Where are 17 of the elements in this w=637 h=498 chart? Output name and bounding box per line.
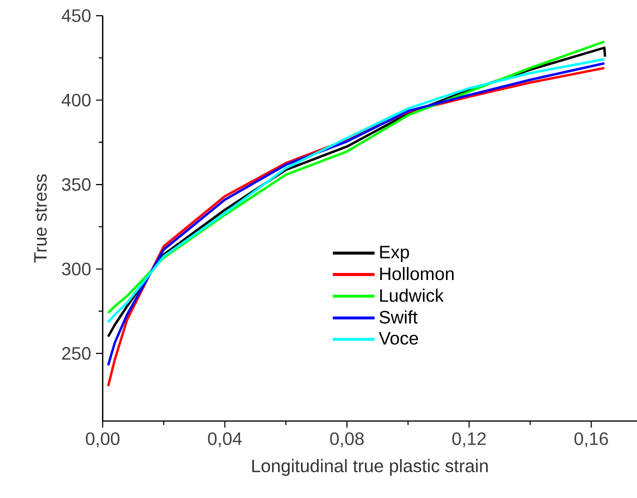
y-tick-label: 400 [62,94,91,106]
x-tick-label: 0,12 [452,432,486,448]
x-axis-title: Longitudinal true plastic strain [252,459,488,476]
x-tick-label: 0,16 [574,432,608,448]
legend-label: Voce [378,332,418,345]
legend-label: Hollomon [380,266,454,280]
y-tick-label: 350 [62,178,91,191]
y-axis-title: True stress [34,174,47,263]
y-tick-label: 300 [62,262,91,276]
y-tick-label: 250 [62,347,91,360]
legend-label: Ludwick [380,288,444,302]
x-tick-label: 0,04 [208,432,242,448]
x-tick-label: 0,08 [330,432,364,448]
x-tick-label: 0,00 [86,432,120,448]
legend-label: Exp [380,246,409,262]
y-tick-label: 450 [62,9,91,22]
legend-label: Swift [380,310,418,324]
